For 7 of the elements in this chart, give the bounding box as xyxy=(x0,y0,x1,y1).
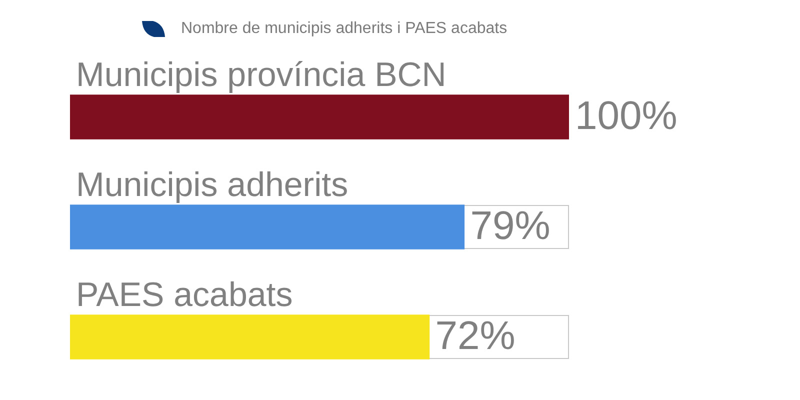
data-label: 79% xyxy=(470,204,550,248)
y-tick-label: Municipis adherits xyxy=(76,166,348,204)
data-label: 100% xyxy=(575,94,678,138)
y-tick-label: Municipis província BCN xyxy=(76,56,446,94)
chart-title: Nombre de municipis adherits i PAES acabats xyxy=(181,20,508,38)
data-label: 72% xyxy=(435,314,516,358)
y-tick-label: PAES acabats xyxy=(76,276,293,314)
